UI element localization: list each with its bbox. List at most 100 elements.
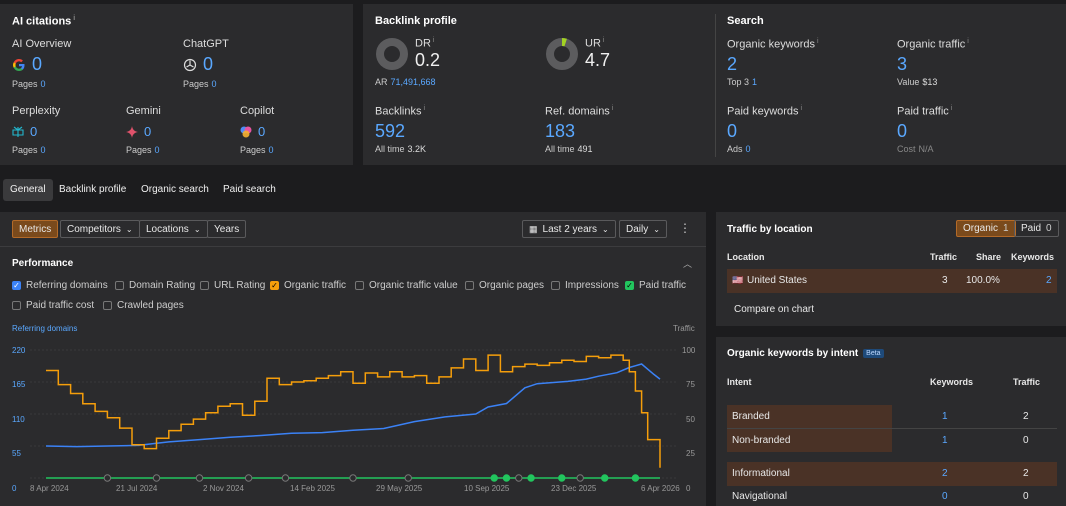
annotation-marker[interactable] [490, 474, 498, 482]
country-name[interactable]: United States [747, 275, 808, 286]
copilot-value[interactable]: 0 [258, 124, 266, 139]
tab-paid-search[interactable]: Paid search [223, 184, 276, 195]
annotation-marker[interactable] [349, 474, 357, 482]
copilot-label: Copilot [240, 105, 275, 117]
chevron-down-icon: ⌄ [193, 224, 201, 234]
paid-keywords-value[interactable]: 0 [727, 120, 738, 141]
annotation-marker[interactable] [195, 474, 204, 482]
perplexity-pages[interactable]: 0 [40, 145, 46, 155]
annotation-marker[interactable] [281, 474, 290, 482]
gemini-value[interactable]: 0 [144, 124, 152, 139]
x-tick: 14 Feb 2025 [290, 484, 335, 493]
value-label: Value [897, 76, 920, 87]
backlinks-value[interactable]: 592 [375, 120, 406, 141]
tab-backlink-profile[interactable]: Backlink profile [59, 184, 127, 195]
annotation-marker[interactable] [631, 474, 640, 482]
interval-dropdown[interactable]: Daily ⌄ [619, 220, 667, 238]
chatgpt-block[interactable]: ChatGPT 0 Pages 0 [183, 38, 229, 89]
paid-keywords-block[interactable]: Paid keywords i 0 Ads 0 [727, 105, 803, 154]
collapse-chevron-icon[interactable]: ︿ [683, 259, 693, 269]
dr-block[interactable]: DR i 0.2 [375, 37, 440, 71]
ref-domains-block[interactable]: Ref. domains i 183 All time 491 [545, 105, 614, 154]
perplexity-block[interactable]: Perplexity 0 Pages 0 [12, 105, 60, 155]
copilot-block[interactable]: Copilot 0 Pages 0 [240, 105, 274, 155]
metrics-button[interactable]: Metrics [12, 220, 59, 238]
ur-block[interactable]: UR i 4.7 [545, 37, 610, 71]
tab-organic-search[interactable]: Organic search [141, 184, 209, 195]
annotation-marker[interactable] [502, 474, 511, 482]
check-url-rating[interactable]: URL Rating [200, 280, 265, 291]
intent-keywords[interactable]: 1 [942, 411, 948, 422]
check-crawled-pages[interactable]: Crawled pages [103, 300, 184, 311]
performance-chart[interactable] [0, 212, 706, 506]
ref-domains-value[interactable]: 183 [545, 120, 576, 141]
performance-title: Performance [12, 258, 74, 269]
intent-keywords[interactable]: 0 [942, 491, 948, 502]
compare-on-chart-link[interactable]: Compare on chart [734, 304, 815, 315]
row-keywords[interactable]: 2 [1046, 275, 1052, 286]
chatgpt-pages[interactable]: 0 [211, 79, 217, 89]
paid-traffic-block[interactable]: Paid traffic i 0 Cost N/A [897, 105, 953, 154]
perplexity-value[interactable]: 0 [30, 124, 38, 139]
organic-traffic-block[interactable]: Organic traffic i 3 Value $13 [897, 38, 969, 87]
checkbox-checked-icon: ✓ [12, 281, 21, 290]
paid-toggle[interactable]: Paid 0 [1014, 220, 1059, 237]
annotation-marker[interactable] [404, 474, 412, 482]
top3-value[interactable]: 1 [752, 76, 758, 87]
right-tick: 75 [686, 380, 695, 389]
check-organic-traffic-value[interactable]: Organic traffic value [355, 280, 458, 291]
ads-value[interactable]: 0 [745, 143, 751, 154]
annotation-marker[interactable] [244, 474, 253, 482]
date-range-dropdown[interactable]: ▦ Last 2 years ⌄ [522, 220, 616, 238]
copilot-pages[interactable]: 0 [268, 145, 274, 155]
annotation-marker[interactable] [152, 474, 161, 482]
years-button[interactable]: Years [207, 220, 247, 238]
left-axis-label: Referring domains [12, 324, 78, 333]
right-tick: 100 [682, 346, 696, 355]
organic-keywords-value[interactable]: 2 [727, 53, 738, 74]
check-paid-traffic[interactable]: ✓ Paid traffic [625, 280, 686, 291]
col-keywords: Keywords [930, 377, 974, 387]
pages-label: Pages [12, 145, 38, 155]
organic-traffic-value[interactable]: 3 [897, 53, 908, 74]
annotation-marker[interactable] [601, 474, 609, 482]
check-impressions[interactable]: Impressions [551, 280, 619, 291]
right-tick: 50 [686, 415, 695, 424]
annotation-marker[interactable] [527, 474, 535, 482]
checkbox-icon [115, 281, 124, 290]
intent-traffic: 2 [1023, 468, 1029, 479]
right-tick: 25 [686, 449, 695, 458]
intent-keywords[interactable]: 2 [942, 468, 948, 479]
check-referring-domains[interactable]: ✓ Referring domains [12, 280, 108, 291]
ai-overview-pages[interactable]: 0 [40, 79, 46, 89]
intent-keywords[interactable]: 1 [942, 435, 948, 446]
tab-general[interactable]: General [3, 179, 53, 201]
table-row[interactable]: 🇺🇸 United States 3 100.0% 2 [727, 269, 1057, 293]
annotation-marker[interactable] [515, 474, 523, 482]
checkbox-icon [551, 281, 560, 290]
more-options-icon[interactable]: ⋮ [679, 221, 691, 235]
annotation-marker[interactable] [558, 474, 566, 482]
annotation-marker[interactable] [576, 474, 584, 482]
checkbox-checked-icon: ✓ [625, 281, 634, 290]
check-paid-traffic-cost[interactable]: Paid traffic cost [12, 300, 94, 311]
ai-overview-block[interactable]: AI Overview 0 Pages 0 [12, 38, 71, 89]
check-domain-rating[interactable]: Domain Rating [115, 280, 195, 291]
date-range-label: Last 2 years [542, 223, 597, 235]
top3-label: Top 3 [727, 76, 750, 87]
check-organic-traffic[interactable]: ✓ Organic traffic [270, 280, 346, 291]
chatgpt-value[interactable]: 0 [203, 54, 214, 74]
paid-traffic-value[interactable]: 0 [897, 120, 908, 141]
gemini-block[interactable]: Gemini 0 Pages 0 [126, 105, 161, 155]
annotation-marker[interactable] [103, 474, 112, 482]
organic-toggle[interactable]: Organic 1 [956, 220, 1016, 237]
ar-value[interactable]: 71,491,668 [390, 77, 436, 87]
ai-overview-value[interactable]: 0 [32, 54, 43, 74]
check-organic-pages[interactable]: Organic pages [465, 280, 544, 291]
backlinks-block[interactable]: Backlinks i 592 All time 3.2K [375, 105, 427, 154]
left-tick: 110 [12, 415, 25, 424]
intent-title: Organic keywords by intent [727, 348, 859, 359]
check-label: Organic pages [479, 280, 545, 291]
gemini-pages[interactable]: 0 [154, 145, 160, 155]
